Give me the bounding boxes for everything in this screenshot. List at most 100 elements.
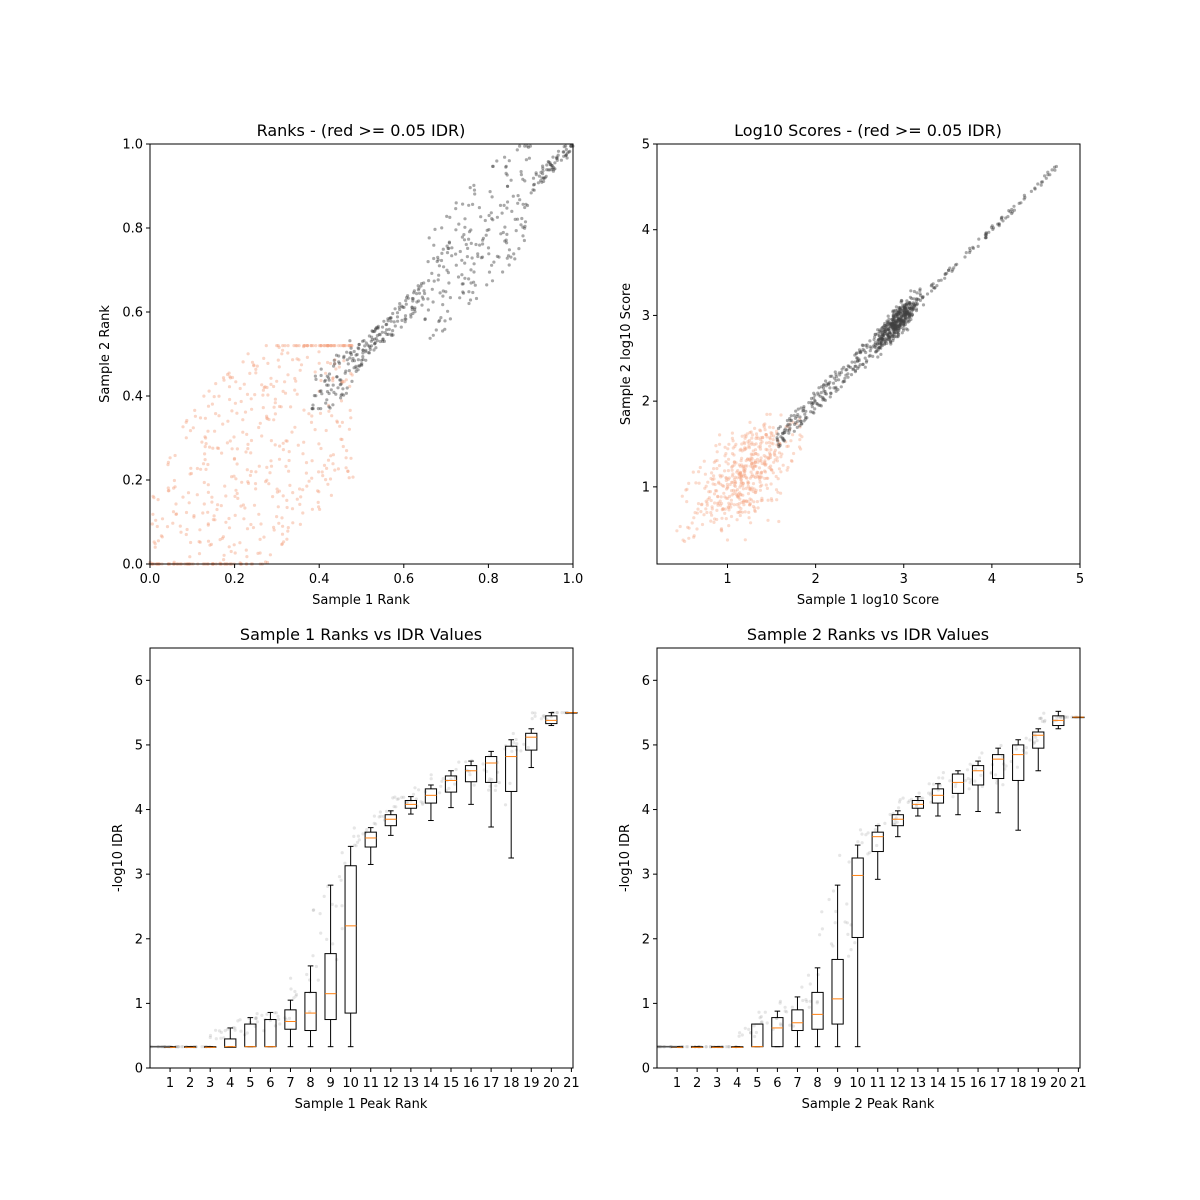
scatter-point: [915, 291, 919, 295]
scatter-point: [735, 494, 740, 498]
scatter-point: [374, 327, 378, 331]
scatter-point: [319, 367, 323, 371]
scatter-point: [464, 242, 468, 247]
scatter-point: [324, 371, 328, 375]
idr-point: [759, 1015, 763, 1019]
scatter-point: [269, 376, 273, 380]
scatter-point: [744, 499, 749, 503]
scatter-point: [756, 453, 760, 457]
scatter-point: [840, 367, 844, 371]
scatter-point: [882, 327, 886, 332]
scatter-point: [501, 270, 505, 274]
idr-point: [831, 944, 835, 948]
scatter-point: [881, 333, 885, 337]
scatter-point: [748, 503, 752, 507]
idr-point: [429, 777, 433, 781]
scatter-point: [827, 382, 831, 386]
idr-point: [834, 909, 838, 914]
idr-point: [487, 788, 491, 792]
scatter-point: [884, 324, 888, 328]
scatter-point: [802, 408, 806, 412]
scatter-point: [188, 429, 193, 433]
scatter-point: [723, 445, 727, 449]
idr-point: [312, 908, 316, 912]
scatter-point: [383, 331, 387, 335]
scatter-point: [439, 316, 443, 320]
scatter-point: [223, 484, 227, 488]
scatter-point: [562, 145, 566, 149]
idr-point: [382, 814, 386, 819]
scatter-point: [777, 467, 782, 471]
idr-point: [1004, 764, 1008, 768]
scatter-point: [458, 296, 462, 300]
scatter-point: [891, 322, 895, 326]
scatter-point: [886, 327, 890, 332]
scatter-point: [167, 489, 171, 493]
scatter-point: [403, 314, 408, 318]
scatter-point: [445, 214, 449, 218]
scatter-point: [744, 446, 748, 450]
scatter-point: [750, 461, 754, 465]
scatter-point: [265, 560, 270, 565]
idr-point: [860, 832, 864, 836]
scatter-point: [541, 172, 545, 176]
scatter-point: [763, 463, 768, 467]
scatter-point: [151, 512, 155, 516]
idr-point: [1001, 783, 1005, 787]
scatter-point: [930, 289, 934, 293]
scatter-point: [748, 486, 752, 490]
scatter-point: [912, 304, 917, 308]
scatter-point: [739, 473, 743, 477]
scatter-point: [730, 493, 734, 497]
scatter-point: [339, 344, 343, 348]
box-10: [851, 844, 864, 1048]
scatter-point: [275, 487, 279, 491]
scatter-point: [910, 302, 914, 307]
box-5: [751, 1023, 764, 1048]
scatter-point: [331, 344, 335, 348]
scatter-point: [324, 401, 328, 405]
scatter-point: [760, 440, 764, 444]
scatter-point: [389, 316, 393, 320]
scatter-point: [360, 358, 364, 362]
scatter-point: [499, 232, 503, 236]
scatter-point: [281, 448, 285, 452]
scatter-point: [913, 303, 917, 307]
scatter-point: [722, 491, 726, 495]
scatter-point: [765, 486, 770, 490]
idr-point: [1039, 716, 1043, 720]
panel-ranks-frame: [149, 143, 574, 565]
scatter-point: [885, 323, 889, 327]
scatter-point: [325, 466, 329, 470]
scatter-point: [891, 324, 895, 329]
idr-point: [966, 777, 970, 781]
scatter-point: [777, 519, 781, 524]
scatter-point: [352, 349, 356, 354]
scatter-point: [326, 403, 331, 407]
scatter-point: [882, 333, 886, 337]
scatter-point: [802, 405, 806, 409]
scatter-point: [896, 331, 900, 335]
scatter-point: [423, 317, 427, 321]
scatter-point: [892, 329, 896, 333]
scatter-point: [890, 317, 894, 322]
scatter-point: [550, 163, 554, 167]
scatter-point: [780, 431, 785, 435]
idr-point: [894, 816, 898, 820]
scatter-point: [775, 429, 779, 433]
scatter-point: [759, 472, 763, 476]
scatter-point: [749, 521, 753, 525]
scatter-point: [239, 504, 243, 508]
scatter-point: [298, 368, 302, 372]
scatter-point: [336, 386, 340, 390]
scatter-point: [346, 362, 350, 366]
scatter-point: [386, 332, 390, 336]
scatter-point: [912, 305, 916, 309]
scatter-point: [733, 484, 738, 488]
scatter-point: [327, 378, 331, 382]
scatter-point: [865, 345, 869, 349]
scatter-point: [203, 452, 207, 456]
scatter-point: [732, 463, 736, 467]
scatter-point: [417, 286, 421, 290]
scatter-point: [324, 428, 328, 433]
